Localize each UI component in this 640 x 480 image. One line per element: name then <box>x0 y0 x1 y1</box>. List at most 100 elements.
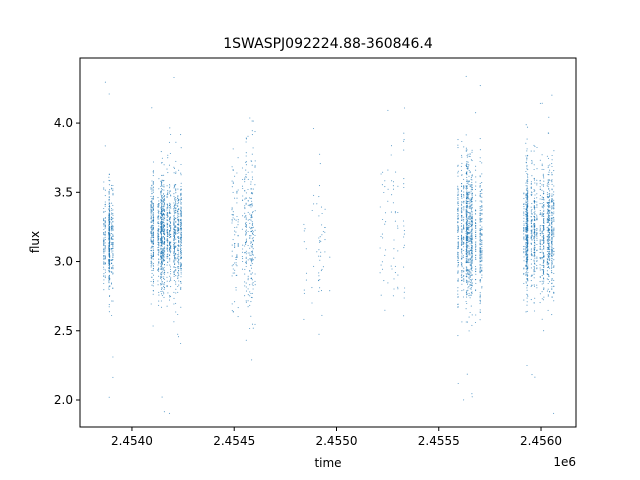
data-point <box>468 200 470 202</box>
data-point <box>481 226 483 228</box>
data-point <box>475 226 477 228</box>
data-point <box>468 286 470 288</box>
data-point <box>163 202 165 205</box>
data-point <box>247 306 249 308</box>
data-point <box>475 219 477 221</box>
data-point <box>469 249 471 251</box>
data-point <box>525 216 527 218</box>
data-point <box>541 212 543 214</box>
data-point <box>112 217 114 219</box>
data-point <box>180 237 182 240</box>
data-point <box>539 281 541 283</box>
data-point <box>481 252 483 254</box>
data-point <box>112 268 114 270</box>
data-point <box>546 260 548 262</box>
data-point <box>461 270 463 272</box>
data-point <box>158 188 160 190</box>
data-point <box>111 300 113 302</box>
data-point <box>534 247 536 249</box>
data-point <box>241 199 244 201</box>
data-point <box>542 233 544 235</box>
data-point <box>471 195 473 197</box>
data-point <box>481 256 483 258</box>
data-point <box>173 193 175 195</box>
data-point <box>548 236 550 238</box>
data-point <box>385 249 387 251</box>
data-point <box>251 171 253 173</box>
data-point <box>324 239 326 241</box>
data-point <box>173 249 175 251</box>
data-point <box>245 243 247 246</box>
data-point <box>180 216 182 218</box>
data-point <box>251 229 253 231</box>
data-point <box>180 264 182 267</box>
data-point <box>178 208 180 210</box>
data-point <box>479 268 481 270</box>
data-point <box>160 264 162 266</box>
data-point <box>530 275 532 277</box>
data-point <box>251 292 253 294</box>
data-point <box>469 237 471 239</box>
data-point <box>384 212 387 214</box>
data-point <box>543 177 545 179</box>
data-point <box>177 271 179 273</box>
data-point <box>167 157 169 159</box>
data-point <box>112 300 114 302</box>
data-point <box>383 280 385 282</box>
data-point <box>163 273 165 275</box>
data-point <box>463 278 465 280</box>
data-point <box>536 250 538 252</box>
data-point <box>104 250 106 252</box>
data-point <box>534 194 536 196</box>
data-point <box>403 225 405 227</box>
data-point <box>527 266 529 268</box>
data-point <box>466 258 468 260</box>
data-point <box>111 251 113 253</box>
data-point <box>541 231 543 233</box>
data-point <box>169 232 171 234</box>
data-point <box>474 265 477 268</box>
data-point <box>551 267 553 269</box>
data-point <box>174 199 176 201</box>
data-point <box>150 205 152 207</box>
data-point <box>466 190 468 192</box>
data-point <box>152 325 154 327</box>
data-point <box>232 211 234 213</box>
data-point <box>546 262 548 264</box>
data-point <box>466 235 468 237</box>
data-point <box>525 210 527 212</box>
data-point <box>481 192 483 194</box>
data-point <box>539 186 541 188</box>
data-point <box>251 253 253 255</box>
data-point <box>461 183 463 185</box>
data-point <box>161 236 163 238</box>
data-point <box>469 288 471 290</box>
data-point <box>471 175 473 177</box>
data-point <box>163 189 165 191</box>
data-point <box>549 232 551 234</box>
data-point <box>549 223 551 225</box>
data-point <box>548 266 550 269</box>
data-point <box>539 240 541 243</box>
data-point <box>180 134 182 136</box>
data-point <box>151 247 153 249</box>
data-point <box>313 265 315 267</box>
data-point <box>158 244 160 247</box>
data-point <box>542 207 544 209</box>
data-point <box>235 287 237 289</box>
data-point <box>526 251 528 253</box>
data-point <box>251 227 253 229</box>
data-point <box>318 237 320 239</box>
data-point <box>481 200 483 202</box>
data-point <box>162 236 165 238</box>
data-point <box>533 271 535 273</box>
data-point <box>553 228 555 230</box>
data-point <box>551 243 553 245</box>
data-point <box>108 262 110 264</box>
data-point <box>103 268 105 270</box>
data-point <box>244 295 246 297</box>
data-point <box>108 236 110 238</box>
data-point <box>232 239 234 241</box>
data-point <box>527 275 529 277</box>
data-point <box>180 210 182 212</box>
